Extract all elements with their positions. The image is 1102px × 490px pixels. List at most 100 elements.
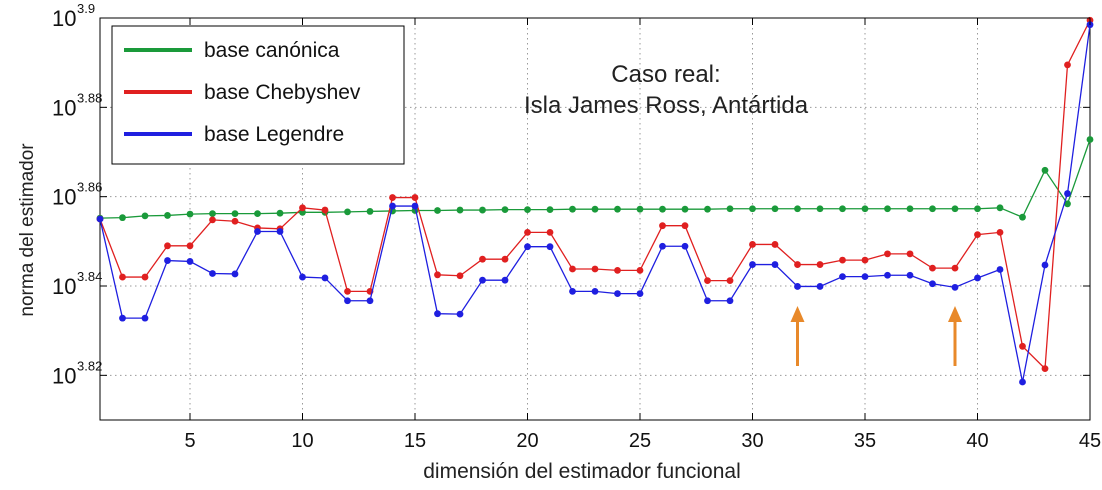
point-base-canonica-7 bbox=[231, 210, 239, 218]
point-base-chebyshev-5 bbox=[186, 242, 194, 250]
point-base-canonica-13 bbox=[366, 208, 374, 215]
x-tick-label-40: 40 bbox=[966, 430, 988, 452]
y-tick-label-3-82: 10 3.82 bbox=[52, 358, 102, 388]
point-base-legendre-7 bbox=[231, 270, 239, 278]
x-tick-label-35: 35 bbox=[854, 430, 876, 452]
point-base-legendre-8 bbox=[254, 228, 261, 235]
point-base-legendre-3 bbox=[141, 314, 149, 322]
point-base-canonica-25 bbox=[636, 205, 644, 213]
point-base-chebyshev-3 bbox=[141, 273, 149, 281]
point-base-chebyshev-15 bbox=[411, 194, 419, 201]
point-base-canonica-2 bbox=[119, 214, 126, 222]
point-base-legendre-39 bbox=[951, 283, 959, 291]
point-base-chebyshev-41 bbox=[996, 229, 1004, 236]
point-base-chebyshev-43 bbox=[1041, 365, 1049, 373]
point-base-chebyshev-20 bbox=[524, 229, 531, 236]
point-base-canonica-26 bbox=[659, 205, 666, 213]
arrow-head bbox=[948, 306, 962, 322]
point-base-legendre-30 bbox=[749, 261, 756, 268]
point-base-legendre-36 bbox=[884, 271, 891, 279]
point-base-chebyshev-16 bbox=[434, 271, 441, 279]
point-base-chebyshev-35 bbox=[861, 256, 869, 264]
point-base-canonica-22 bbox=[569, 205, 576, 213]
point-base-legendre-14 bbox=[389, 202, 396, 210]
point-base-legendre-25 bbox=[636, 290, 644, 297]
point-base-chebyshev-10 bbox=[299, 204, 306, 212]
point-base-legendre-43 bbox=[1041, 261, 1049, 269]
point-base-legendre-26 bbox=[659, 242, 666, 250]
point-base-legendre-1 bbox=[96, 215, 104, 223]
point-base-legendre-4 bbox=[164, 257, 171, 264]
point-base-canonica-16 bbox=[434, 207, 441, 214]
point-base-legendre-12 bbox=[344, 297, 351, 305]
point-base-chebyshev-30 bbox=[749, 241, 756, 248]
point-base-chebyshev-24 bbox=[614, 266, 621, 274]
point-base-legendre-34 bbox=[839, 273, 846, 281]
legend-entry-base-canonica: base canónica bbox=[124, 39, 340, 62]
point-base-legendre-11 bbox=[321, 274, 329, 282]
point-base-legendre-40 bbox=[974, 274, 981, 282]
point-base-legendre-33 bbox=[816, 283, 824, 290]
series-layer bbox=[96, 16, 1094, 386]
point-base-chebyshev-38 bbox=[929, 264, 936, 272]
point-base-legendre-28 bbox=[704, 297, 711, 305]
point-base-legendre-13 bbox=[366, 297, 374, 305]
point-base-canonica-40 bbox=[974, 205, 981, 213]
point-base-legendre-44 bbox=[1064, 190, 1071, 197]
chart-annotation: Caso real: Isla James Ross, Antártida bbox=[524, 61, 809, 119]
point-base-canonica-23 bbox=[591, 205, 599, 213]
point-base-canonica-33 bbox=[816, 205, 824, 213]
point-base-legendre-35 bbox=[861, 273, 869, 281]
point-base-canonica-6 bbox=[209, 210, 216, 218]
point-base-canonica-29 bbox=[726, 205, 734, 213]
point-base-legendre-22 bbox=[569, 287, 576, 295]
point-base-canonica-28 bbox=[704, 205, 711, 213]
point-base-legendre-27 bbox=[681, 242, 689, 250]
point-base-canonica-31 bbox=[771, 205, 779, 213]
point-base-chebyshev-12 bbox=[344, 287, 351, 295]
series-base-chebyshev bbox=[96, 16, 1094, 373]
arrow-marker-32 bbox=[790, 306, 805, 366]
point-base-canonica-8 bbox=[254, 210, 261, 218]
point-base-legendre-18 bbox=[479, 276, 486, 284]
point-base-chebyshev-18 bbox=[479, 255, 486, 263]
x-tick-labels: 5 10 15 20 25 30 35 40 45 bbox=[184, 18, 1101, 452]
point-base-canonica-39 bbox=[951, 205, 959, 213]
x-tick-label-20: 20 bbox=[516, 430, 538, 452]
point-base-chebyshev-28 bbox=[704, 277, 711, 285]
point-base-legendre-21 bbox=[546, 243, 554, 251]
legend-label-base-legendre: base Legendre bbox=[204, 123, 344, 146]
legend: base canónica base Chebyshev base Legend… bbox=[111, 25, 405, 165]
arrow-marker-39 bbox=[948, 306, 962, 366]
point-base-canonica-3 bbox=[141, 212, 149, 220]
y-tick-base: 10 bbox=[52, 363, 76, 388]
legend-label-base-canonica: base canónica bbox=[204, 39, 340, 62]
point-base-legendre-17 bbox=[456, 310, 464, 318]
point-base-canonica-20 bbox=[524, 206, 531, 214]
point-base-canonica-4 bbox=[164, 212, 171, 219]
point-base-canonica-17 bbox=[456, 206, 464, 214]
point-base-chebyshev-39 bbox=[951, 264, 959, 272]
point-base-canonica-27 bbox=[681, 205, 689, 213]
annotation-line-1: Caso real: bbox=[611, 61, 720, 88]
legend-entry-base-legendre: base Legendre bbox=[124, 123, 344, 146]
point-base-legendre-37 bbox=[906, 271, 914, 279]
point-base-chebyshev-42 bbox=[1019, 342, 1026, 350]
point-base-canonica-34 bbox=[839, 205, 846, 213]
point-base-chebyshev-23 bbox=[591, 265, 599, 273]
point-base-chebyshev-32 bbox=[794, 261, 801, 268]
y-tick-exponent: 3.88 bbox=[77, 90, 102, 105]
x-tick-label-45: 45 bbox=[1079, 430, 1101, 452]
point-base-canonica-30 bbox=[749, 205, 756, 213]
point-base-chebyshev-17 bbox=[456, 272, 464, 280]
legend-label-base-chebyshev: base Chebyshev bbox=[204, 81, 361, 104]
y-tick-label-3-86: 10 3.86 bbox=[52, 180, 102, 210]
y-tick-exponent: 3.9 bbox=[77, 1, 95, 16]
x-tick-label-30: 30 bbox=[741, 430, 763, 452]
point-base-legendre-2 bbox=[119, 314, 126, 322]
point-base-chebyshev-6 bbox=[209, 216, 216, 224]
y-tick-base: 10 bbox=[52, 185, 76, 210]
point-base-chebyshev-33 bbox=[816, 261, 824, 268]
point-base-chebyshev-11 bbox=[321, 206, 329, 214]
